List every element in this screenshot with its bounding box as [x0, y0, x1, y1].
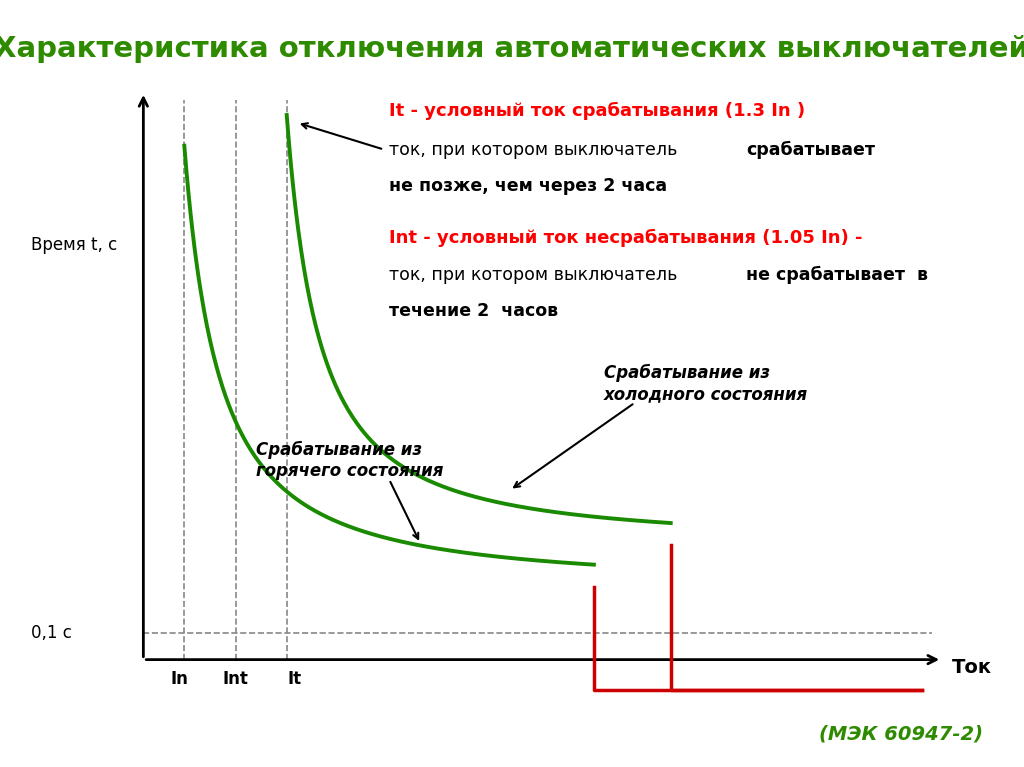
Text: Время t, с: Время t, с — [31, 236, 117, 255]
Text: срабатывает: срабатывает — [746, 140, 876, 159]
Text: не позже, чем через 2 часа: не позже, чем через 2 часа — [389, 177, 668, 196]
Text: ток, при котором выключатель: ток, при котором выключатель — [389, 265, 683, 284]
Text: течение 2  часов: течение 2 часов — [389, 302, 558, 321]
Text: ток, при котором выключатель: ток, при котором выключатель — [389, 140, 683, 159]
Text: Срабатывание из
горячего состояния: Срабатывание из горячего состояния — [256, 441, 443, 479]
Text: In: In — [170, 670, 188, 688]
Text: It: It — [288, 670, 302, 688]
Text: (МЭК 60947-2): (МЭК 60947-2) — [819, 725, 983, 744]
Text: не срабатывает  в: не срабатывает в — [746, 265, 929, 284]
Text: It - условный ток срабатывания (1.3 In ): It - условный ток срабатывания (1.3 In ) — [389, 102, 805, 120]
Text: Срабатывание из
холодного состояния: Срабатывание из холодного состояния — [604, 364, 808, 403]
Text: Ток: Ток — [952, 658, 992, 676]
Text: Int: Int — [222, 670, 249, 688]
Text: Характеристика отключения автоматических выключателей: Характеристика отключения автоматических… — [0, 35, 1024, 63]
Text: Int - условный ток несрабатывания (1.05 In) -: Int - условный ток несрабатывания (1.05 … — [389, 229, 862, 247]
Text: 0,1 с: 0,1 с — [31, 624, 72, 642]
